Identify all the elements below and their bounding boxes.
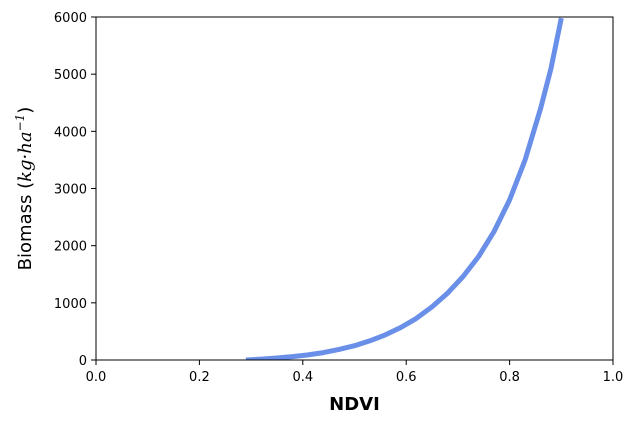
series-line-0: [245, 17, 564, 360]
y-tick-label: 1000: [54, 297, 87, 312]
y-axis-label-suffix: ): [15, 107, 36, 114]
y-tick-label: 3000: [54, 183, 87, 198]
x-tick-label: 0.0: [86, 370, 107, 385]
plot-area: [95, 16, 614, 361]
y-tick-label: 5000: [54, 68, 87, 83]
y-axis-label-unit: kg·ha: [15, 131, 36, 181]
x-tick-label: 0.4: [292, 370, 313, 385]
y-axis-label: Biomass (kg·ha−1): [13, 107, 36, 271]
y-tick-label: 0: [79, 354, 87, 369]
y-tick-label: 2000: [54, 240, 87, 255]
x-tick-label: 1.0: [603, 370, 624, 385]
x-axis-label: NDVI: [329, 394, 380, 415]
x-tick-label: 0.8: [499, 370, 520, 385]
x-axis-ticks: 0.0 0.2 0.4 0.6 0.8 1.0: [86, 360, 624, 385]
y-axis-label-prefix: Biomass (: [15, 182, 36, 270]
plot-frame: [95, 16, 614, 361]
y-tick-label: 6000: [54, 11, 87, 26]
y-axis-label-exponent: −1: [13, 114, 27, 132]
x-tick-label: 0.2: [189, 370, 210, 385]
y-axis-ticks: 0 1000 2000 3000 4000 5000 6000: [54, 11, 96, 369]
x-tick-label: 0.6: [396, 370, 417, 385]
y-tick-label: 4000: [54, 125, 87, 140]
